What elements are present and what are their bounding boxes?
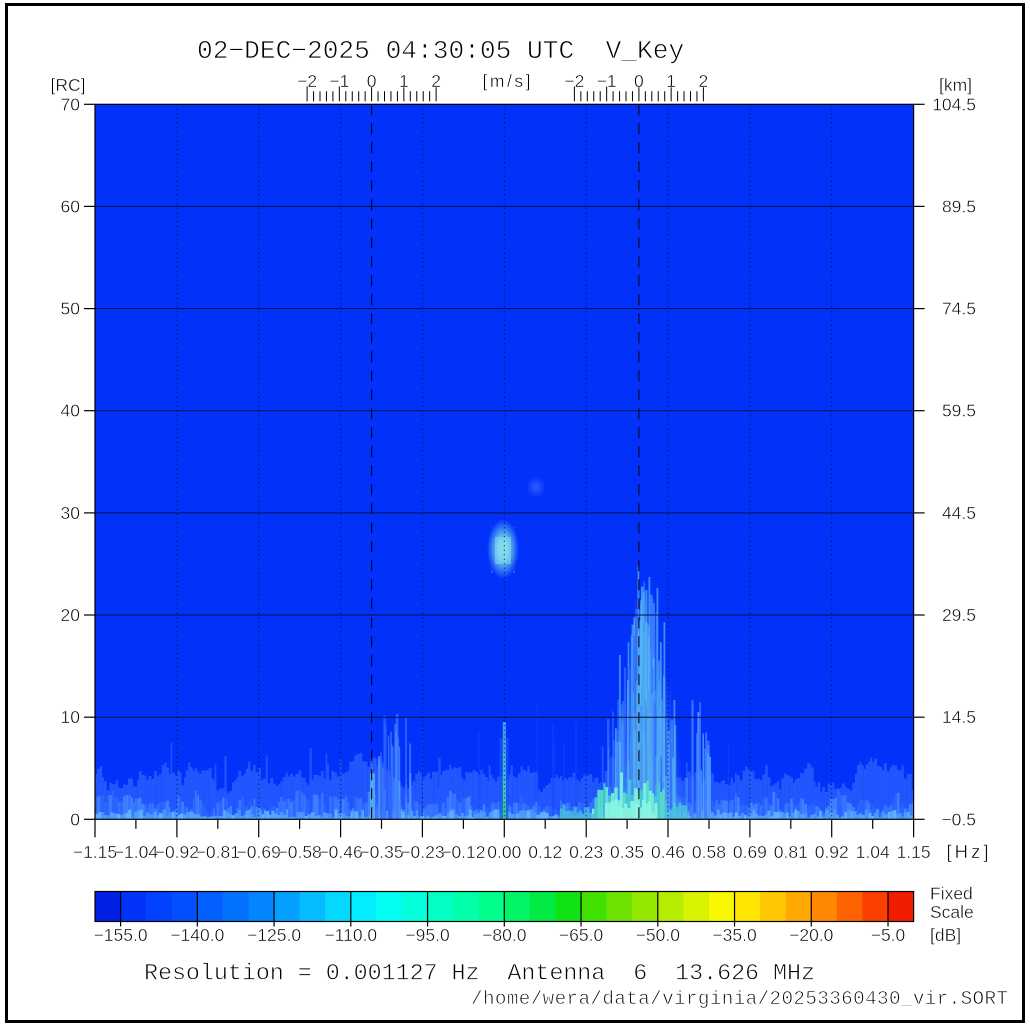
svg-text:−1: −1	[597, 71, 617, 91]
svg-text:0.46: 0.46	[651, 842, 685, 862]
svg-text:59.5: 59.5	[942, 401, 976, 421]
svg-text:30: 30	[61, 503, 81, 523]
svg-text:0.00: 0.00	[487, 842, 521, 862]
svg-text:/home/wera/data/virginia/20253: /home/wera/data/virginia/20253360430_vir…	[471, 988, 1008, 1010]
svg-text:−110.0: −110.0	[324, 925, 377, 945]
svg-text:[Hz]: [Hz]	[947, 841, 989, 862]
svg-text:0.92: 0.92	[815, 842, 849, 862]
svg-text:10: 10	[61, 707, 81, 727]
svg-text:−1.04: −1.04	[114, 842, 159, 862]
svg-text:0.58: 0.58	[692, 842, 726, 862]
svg-text:−0.69: −0.69	[237, 842, 281, 862]
svg-text:50: 50	[61, 299, 81, 319]
svg-text:−95.0: −95.0	[405, 925, 450, 945]
svg-text:74.5: 74.5	[942, 299, 976, 319]
svg-text:60: 60	[61, 196, 81, 216]
svg-text:2: 2	[699, 71, 709, 91]
svg-text:−1: −1	[329, 71, 349, 91]
svg-text:−0.81: −0.81	[196, 842, 240, 862]
svg-text:0.12: 0.12	[528, 842, 562, 862]
svg-text:70: 70	[61, 94, 81, 114]
svg-text:Fixed: Fixed	[930, 884, 973, 904]
svg-text:Scale: Scale	[930, 902, 974, 922]
svg-text:−0.23: −0.23	[400, 842, 444, 862]
svg-text:1: 1	[399, 71, 409, 91]
svg-text:−125.0: −125.0	[247, 925, 301, 945]
svg-text:−0.58: −0.58	[278, 842, 322, 862]
svg-text:1.04: 1.04	[856, 842, 890, 862]
svg-text:2: 2	[431, 71, 441, 91]
svg-text:0.23: 0.23	[569, 842, 603, 862]
svg-text:Resolution = 0.001127 Hz Ante: Resolution = 0.001127 Hz Antenna 6 13.62…	[144, 962, 815, 988]
svg-text:40: 40	[61, 401, 81, 421]
svg-text:1: 1	[666, 71, 676, 91]
svg-text:−20.0: −20.0	[789, 925, 834, 945]
svg-text:0.69: 0.69	[733, 842, 767, 862]
svg-text:29.5: 29.5	[942, 605, 976, 625]
svg-text:104.5: 104.5	[932, 94, 976, 114]
svg-text:[km]: [km]	[939, 75, 972, 95]
svg-text:−2: −2	[297, 71, 317, 91]
svg-text:−0.12: −0.12	[441, 842, 485, 862]
svg-text:[dB]: [dB]	[930, 925, 961, 945]
svg-text:−35.0: −35.0	[712, 925, 757, 945]
svg-text:−80.0: −80.0	[482, 925, 527, 945]
svg-text:−140.0: −140.0	[170, 925, 224, 945]
svg-text:−0.35: −0.35	[359, 842, 403, 862]
svg-text:1.15: 1.15	[897, 842, 931, 862]
svg-text:89.5: 89.5	[942, 196, 976, 216]
svg-text:0.81: 0.81	[774, 842, 808, 862]
svg-text:−50.0: −50.0	[636, 925, 681, 945]
svg-text:0: 0	[634, 71, 644, 91]
svg-text:20: 20	[61, 605, 81, 625]
svg-text:14.5: 14.5	[942, 707, 976, 727]
svg-text:44.5: 44.5	[942, 503, 976, 523]
svg-text:−5.0: −5.0	[871, 925, 906, 945]
svg-text:−0.5: −0.5	[941, 809, 976, 829]
svg-text:−0.92: −0.92	[155, 842, 199, 862]
svg-text:−65.0: −65.0	[559, 925, 604, 945]
svg-text:[m/s]: [m/s]	[483, 71, 531, 91]
svg-text:−1.15: −1.15	[73, 842, 117, 862]
svg-text:0: 0	[70, 809, 80, 829]
svg-text:−2: −2	[564, 71, 584, 91]
svg-text:[RC]: [RC]	[51, 75, 86, 95]
svg-text:−155.0: −155.0	[94, 925, 148, 945]
svg-text:0.35: 0.35	[610, 842, 644, 862]
svg-text:02−DEC−2025 04:30:05 UTC V_Ke: 02−DEC−2025 04:30:05 UTC V_Key	[197, 36, 684, 66]
svg-text:−0.46: −0.46	[318, 842, 362, 862]
svg-text:0: 0	[367, 71, 377, 91]
